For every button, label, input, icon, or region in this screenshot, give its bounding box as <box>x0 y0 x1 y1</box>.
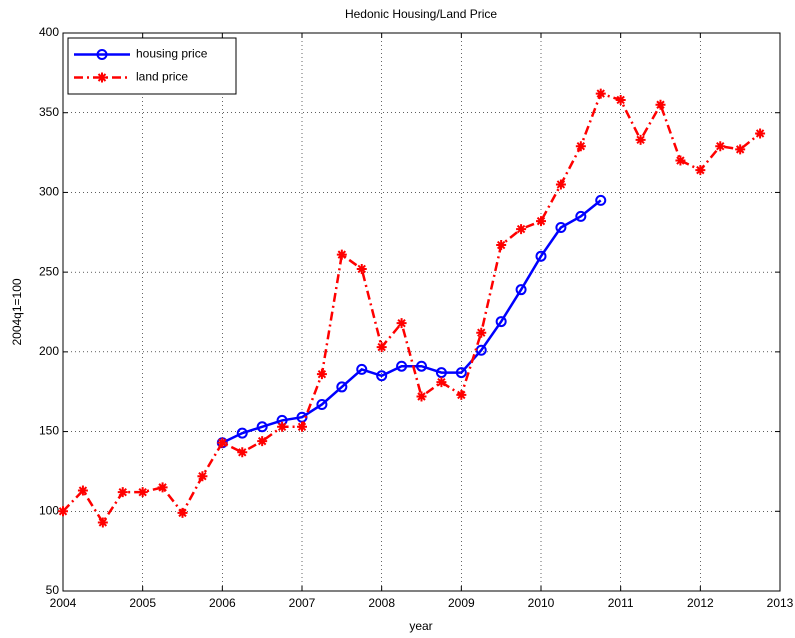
marker <box>615 94 626 105</box>
x-tick-label: 2008 <box>368 596 395 610</box>
marker <box>316 398 328 410</box>
marker <box>755 128 766 139</box>
series-line <box>62 92 761 525</box>
x-tick-label: 2013 <box>767 596 794 610</box>
y-tick-label: 50 <box>46 583 60 597</box>
marker <box>197 471 208 482</box>
x-tick-label: 2004 <box>50 596 77 610</box>
legend-label: housing price <box>136 47 208 61</box>
marker <box>356 263 367 274</box>
marker <box>376 342 387 353</box>
marker <box>58 506 68 517</box>
marker <box>496 240 507 251</box>
marker <box>536 216 546 227</box>
x-tick-label: 2006 <box>209 596 236 610</box>
marker <box>376 370 388 382</box>
plot-area <box>63 33 780 591</box>
marker <box>217 437 228 448</box>
y-tick-label: 300 <box>39 185 59 199</box>
x-tick-label: 2009 <box>448 596 475 610</box>
marker <box>336 249 347 260</box>
marker <box>575 210 587 222</box>
marker <box>177 507 188 518</box>
marker <box>416 391 427 402</box>
marker <box>356 363 368 375</box>
marker <box>456 389 467 400</box>
marker <box>555 222 567 234</box>
marker <box>256 421 268 433</box>
series-line <box>221 199 602 444</box>
marker <box>555 179 566 190</box>
marker <box>516 224 527 235</box>
y-tick-label: 400 <box>39 25 59 39</box>
marker <box>316 369 327 380</box>
marker <box>297 421 307 432</box>
legend-marker <box>96 49 108 60</box>
marker <box>137 487 148 498</box>
legend-marker <box>97 72 107 83</box>
marker <box>595 194 607 206</box>
y-tick-label: 150 <box>39 424 59 438</box>
y-axis-label: 2004q1=100 <box>10 278 24 345</box>
marker <box>655 99 666 110</box>
legend-label: land price <box>136 70 188 84</box>
marker <box>595 88 606 99</box>
marker <box>277 421 288 432</box>
x-tick-label: 2007 <box>289 596 316 610</box>
y-tick-label: 250 <box>39 264 59 278</box>
marker <box>715 141 726 152</box>
marker <box>476 327 487 338</box>
marker <box>396 360 408 372</box>
marker <box>455 367 467 379</box>
marker <box>416 360 427 372</box>
marker <box>535 250 547 262</box>
chart-title: Hedonic Housing/Land Price <box>345 7 497 21</box>
y-tick-label: 100 <box>39 503 59 517</box>
marker <box>236 427 248 439</box>
marker <box>396 318 407 329</box>
x-tick-label: 2005 <box>129 596 156 610</box>
marker <box>336 381 348 393</box>
marker <box>237 447 248 458</box>
legend-box <box>67 37 237 95</box>
y-tick-label: 200 <box>39 344 59 358</box>
marker <box>257 436 268 447</box>
marker <box>675 155 686 166</box>
x-tick-label: 2010 <box>528 596 555 610</box>
marker <box>635 134 646 145</box>
marker <box>77 485 88 496</box>
marker <box>735 144 746 155</box>
marker <box>157 482 168 493</box>
marker <box>575 141 586 152</box>
marker <box>97 517 108 528</box>
x-tick-label: 2012 <box>687 596 714 610</box>
marker <box>117 487 128 498</box>
x-axis-label: year <box>409 619 432 633</box>
x-tick-label: 2011 <box>608 596 634 610</box>
marker <box>435 367 447 379</box>
marker <box>695 165 706 176</box>
marker <box>495 316 507 328</box>
plot-frame <box>62 32 781 592</box>
y-tick-label: 350 <box>39 105 59 119</box>
marker <box>515 284 527 296</box>
marker <box>436 377 447 388</box>
